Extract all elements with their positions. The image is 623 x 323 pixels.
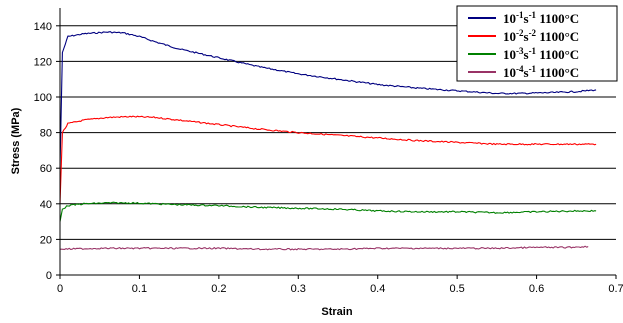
series-line-4 xyxy=(60,245,589,251)
legend-label-1: 10-1s-1 1100°C xyxy=(503,10,579,26)
x-tick-label: 0 xyxy=(57,283,63,295)
y-tick-label: 20 xyxy=(40,234,52,246)
x-tick-label: 0.1 xyxy=(132,283,147,295)
legend-label-2: 10-2s-2 1100°C xyxy=(503,28,579,44)
plot-series xyxy=(59,31,597,251)
x-tick-label: 0.5 xyxy=(449,283,464,295)
series-line-2 xyxy=(59,115,597,204)
axis-ticks: 0 20 40 60 80 100 120 140 0 0.1 0.2 0.3 0.4 0.5 0.6 0.7 xyxy=(34,21,623,295)
x-tick-label: 0.2 xyxy=(211,283,226,295)
series-line-3 xyxy=(59,201,597,222)
y-tick-label: 120 xyxy=(34,56,52,68)
y-tick-label: 60 xyxy=(40,163,52,175)
y-tick-label: 40 xyxy=(40,199,52,211)
legend-label-4: 10-4s-1 1100°C xyxy=(503,64,579,80)
y-tick-label: 80 xyxy=(40,128,52,140)
y-tick-label: 100 xyxy=(34,92,52,104)
x-tick-label: 0.4 xyxy=(370,283,385,295)
y-tick-label: 140 xyxy=(34,21,52,33)
y-axis-title: Stress (MPa) xyxy=(10,107,22,174)
axes xyxy=(59,8,616,276)
x-axis-title: Strain xyxy=(321,306,352,318)
x-tick-label: 0.6 xyxy=(529,283,544,295)
x-tick-label: 0.7 xyxy=(608,283,623,295)
legend: 10-1s-1 1100°C 10-2s-2 1100°C 10-3s-1 1100… xyxy=(456,5,618,82)
y-tick-label: 0 xyxy=(46,270,52,282)
series-line-1 xyxy=(59,31,597,169)
legend-label-3: 10-3s-1 1100°C xyxy=(503,46,579,62)
x-tick-label: 0.3 xyxy=(291,283,306,295)
